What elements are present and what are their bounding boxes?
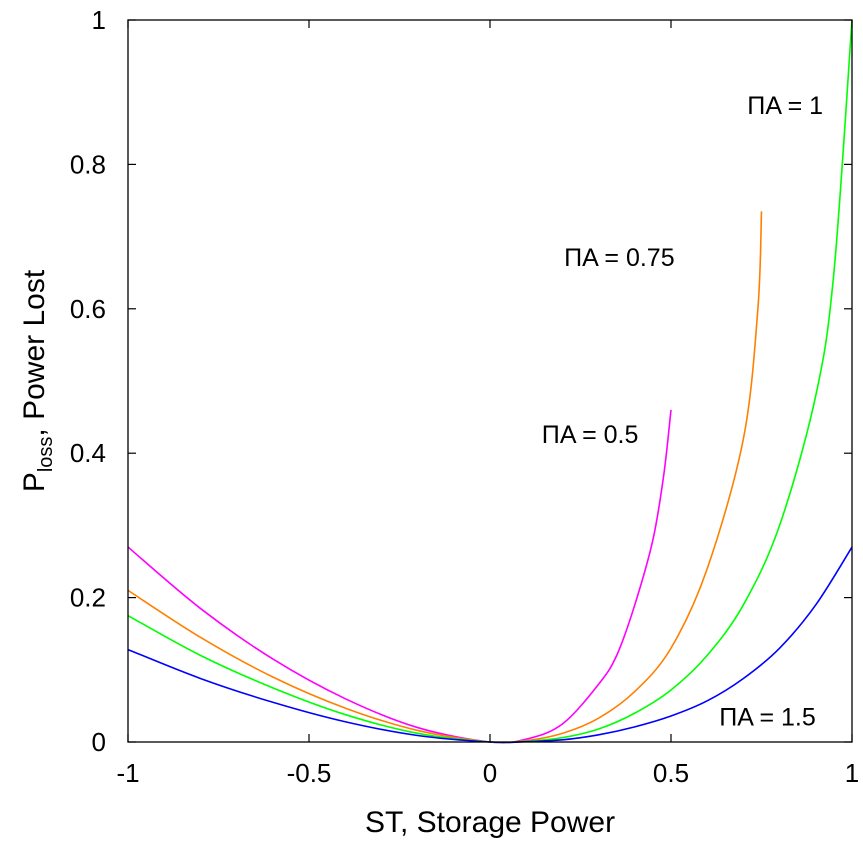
series-line-1 [127, 211, 763, 744]
curve-label-2: ΠA = 0.5 [542, 421, 639, 449]
axis-ticks [127, 19, 853, 743]
y-tick-label-3: 0.6 [70, 294, 106, 324]
curve-annotations: ΠA = 1 ΠA = 0.75 ΠA = 0.5 ΠA = 1.5 [542, 92, 823, 732]
y-tick-label-2: 0.4 [70, 438, 106, 468]
plot-frame [127, 19, 853, 743]
y-tick-label-1: 0.2 [70, 583, 106, 613]
x-axis-title: ST, Storage Power [365, 806, 615, 839]
y-tick-label-5: 1 [92, 5, 106, 35]
y-axis-title: Ploss, Power Lost [18, 269, 57, 492]
y-tick-label-0: 0 [92, 727, 106, 757]
x-tick-label-1: -0.5 [287, 758, 332, 788]
curve-label-3: ΠA = 1.5 [719, 703, 816, 731]
x-tick-label-2: 0 [483, 758, 497, 788]
y-tick-label-4: 0.8 [70, 149, 106, 179]
series-line-2 [127, 19, 853, 744]
x-tick-label-4: 1 [845, 758, 859, 788]
y-axis-title-subscript: loss [35, 437, 57, 473]
y-axis-title-rest: , Power Lost [18, 269, 51, 436]
series-line-3 [127, 546, 853, 744]
tick-labels: -1 -0.5 0 0.5 1 0 0.2 0.4 0.6 0.8 1 [70, 5, 859, 788]
x-tick-label-3: 0.5 [653, 758, 689, 788]
x-tick-label-0: -1 [116, 758, 139, 788]
curve-label-1: ΠA = 0.75 [564, 244, 675, 272]
curve-label-0: ΠA = 1 [747, 92, 823, 120]
y-axis-title-main: P [18, 472, 51, 492]
chart-curves [127, 19, 853, 744]
series-line-0 [127, 409, 672, 744]
